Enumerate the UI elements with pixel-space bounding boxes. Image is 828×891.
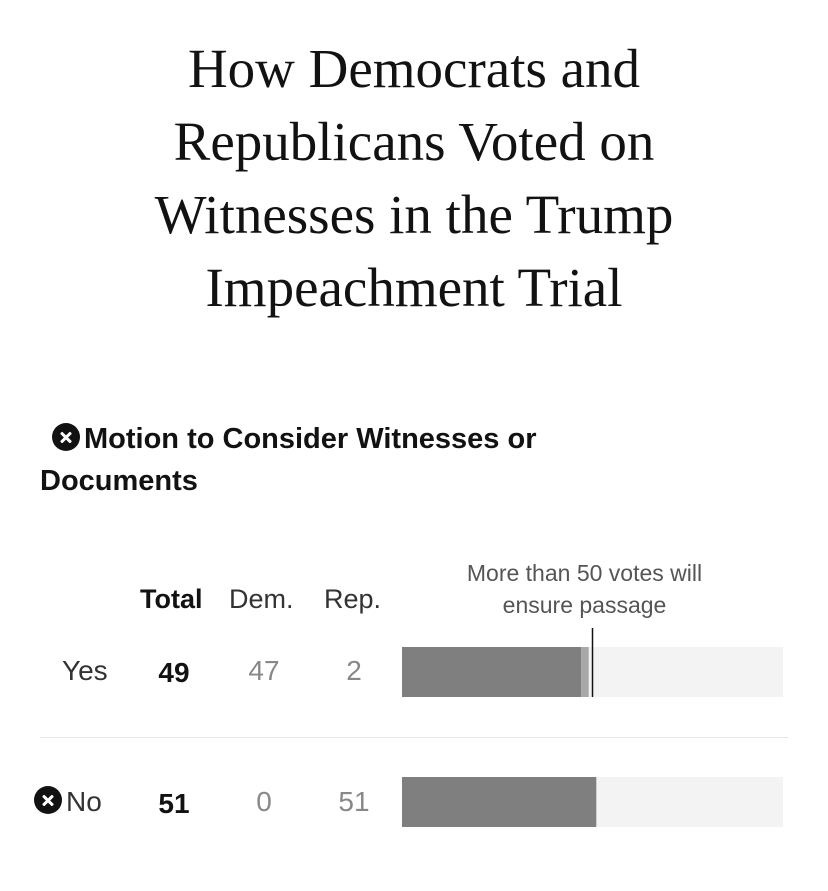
row-divider bbox=[40, 737, 788, 738]
threshold-note-line: More than 50 votes will bbox=[466, 560, 703, 586]
column-header-rep: Rep. bbox=[324, 584, 382, 614]
x-circle-icon bbox=[52, 423, 80, 451]
no-dem: 0 bbox=[256, 786, 272, 817]
threshold-note-line: ensure passage bbox=[502, 592, 667, 618]
motion-title-text: Motion to Consider Witnesses or bbox=[84, 423, 537, 455]
x-circle-icon bbox=[34, 786, 62, 814]
bar-yes-rep bbox=[581, 647, 589, 697]
row-label-no: No bbox=[34, 785, 102, 819]
yes-rep: 2 bbox=[346, 655, 362, 686]
row-label-no-text: No bbox=[66, 786, 102, 817]
threshold-note: More than 50 votes will ensure passage bbox=[402, 557, 767, 621]
headline-line: Witnesses in the Trump bbox=[154, 184, 674, 245]
headline-line: How Democrats and bbox=[187, 38, 641, 99]
yes-total: 49 bbox=[158, 657, 190, 688]
column-header-total: Total bbox=[140, 584, 203, 614]
motion-title-line: Motion to Consider Witnesses or bbox=[40, 418, 740, 460]
motion-title-line: Documents bbox=[40, 465, 198, 497]
row-label-yes: Yes bbox=[62, 655, 108, 686]
bar-no-total bbox=[402, 777, 597, 827]
yes-dem: 47 bbox=[248, 655, 280, 686]
column-header-dem: Dem. bbox=[229, 584, 294, 614]
headline-line: Impeachment Trial bbox=[205, 257, 623, 318]
no-rep: 51 bbox=[338, 786, 370, 817]
bar-yes-dem bbox=[402, 647, 582, 697]
headline-line: Republicans Voted on bbox=[173, 111, 655, 172]
motion-title: Motion to Consider Witnesses or Document… bbox=[40, 418, 740, 502]
headline: How Democrats and Republicans Voted on W… bbox=[40, 32, 788, 324]
no-total: 51 bbox=[158, 788, 190, 819]
